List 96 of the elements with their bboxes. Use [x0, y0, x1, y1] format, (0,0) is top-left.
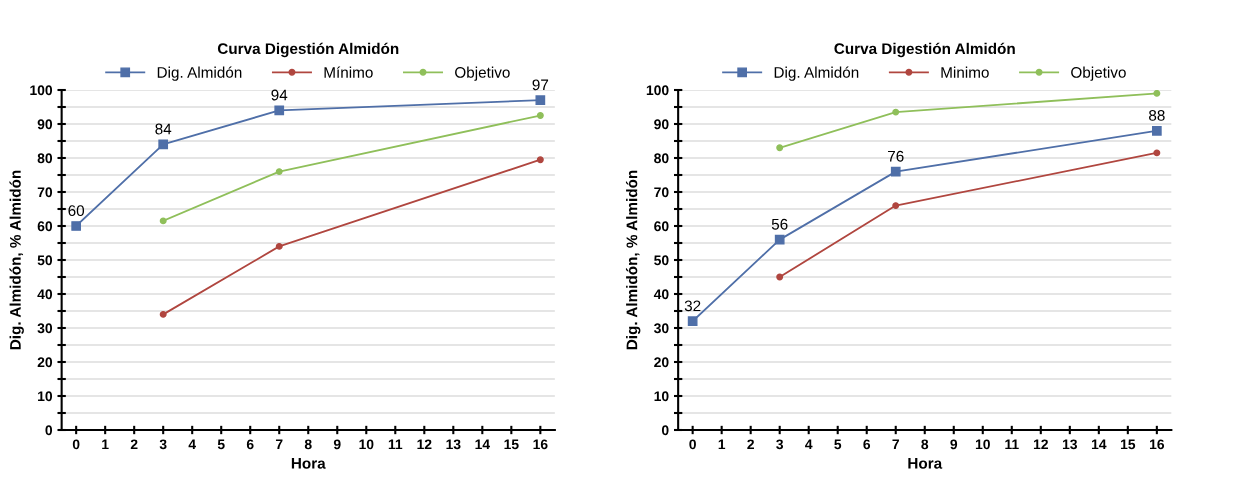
point	[1151, 125, 1162, 136]
x-tick-label: 13	[1062, 439, 1078, 450]
x-tick-label: 6	[863, 439, 871, 450]
x-tick-label: 5	[217, 439, 225, 450]
point	[890, 166, 901, 177]
x-tick-label: 16	[533, 439, 548, 450]
x-tick-label: 2	[130, 439, 138, 450]
legend-label: Objetivo	[455, 66, 510, 81]
x-tick-label: 12	[417, 439, 432, 450]
point	[892, 202, 900, 210]
y-tick-label: 90	[654, 119, 669, 130]
x-tick-label: 0	[72, 439, 80, 450]
x-tick-label: 11	[388, 439, 403, 450]
y-tick-label: 60	[37, 221, 53, 232]
x-tick-label: 15	[504, 439, 519, 450]
point	[1153, 149, 1161, 157]
y-tick-label: 70	[37, 187, 53, 198]
y-axis-title: Dig. Almidón, % Almidón	[9, 170, 24, 350]
y-tick-label: 80	[37, 153, 53, 164]
y-tick-label: 100	[646, 85, 669, 96]
point	[776, 273, 784, 281]
data-label: 32	[684, 300, 701, 312]
y-tick-label: 30	[37, 323, 53, 334]
legend-label: Dig. Almidón	[157, 66, 242, 81]
x-tick-label: 9	[950, 439, 958, 450]
x-tick-label: 4	[188, 439, 196, 450]
x-tick-label: 7	[892, 439, 899, 450]
y-tick-label: 80	[654, 153, 669, 164]
legend-label: Dig. Almidón	[774, 66, 859, 81]
y-tick-label: 30	[653, 323, 669, 334]
legend-label: Minimo	[941, 66, 989, 78]
chart-title: Curva Digestión Almidón	[217, 42, 399, 58]
y-tick-label: 40	[653, 289, 669, 300]
y-tick-label: 50	[37, 255, 53, 266]
point	[71, 221, 82, 231]
y-tick-label: 70	[654, 187, 669, 198]
chart-title: Curva Digestión Almidón	[834, 42, 1015, 58]
x-tick-label: 10	[359, 439, 374, 450]
data-label: 84	[155, 123, 172, 135]
x-tick-label: 8	[921, 439, 929, 450]
x-axis-title: Hora	[908, 458, 943, 469]
data-label: 97	[532, 79, 549, 91]
x-tick-label: 6	[246, 439, 254, 450]
point	[275, 168, 283, 176]
x-tick-label: 8	[304, 439, 312, 450]
x-tick-label: 16	[1150, 439, 1165, 450]
point	[274, 105, 285, 116]
x-axis-title: Hora	[291, 458, 326, 469]
point	[159, 217, 167, 225]
x-tick-label: 3	[159, 439, 167, 450]
y-tick-label: 0	[45, 425, 53, 436]
x-tick-label: 2	[747, 439, 754, 450]
x-tick-label: 3	[776, 439, 784, 450]
point	[275, 242, 283, 250]
x-tick-label: 9	[333, 439, 341, 450]
x-tick-label: 1	[718, 439, 726, 450]
y-tick-label: 100	[30, 85, 53, 96]
y-tick-label: 10	[654, 391, 669, 402]
y-tick-label: 20	[654, 357, 669, 368]
point	[776, 144, 784, 152]
x-tick-label: 14	[475, 439, 490, 450]
point	[158, 139, 169, 150]
x-tick-label: 13	[446, 439, 461, 450]
legend-label: Objetivo	[1071, 66, 1126, 81]
x-tick-label: 10	[975, 439, 990, 450]
data-label: 60	[68, 205, 85, 217]
data-label: 88	[1149, 110, 1165, 121]
y-tick-label: 90	[37, 119, 53, 130]
legend-label: Mínimo	[324, 66, 373, 78]
point	[1153, 90, 1161, 97]
x-tick-label: 11	[1005, 439, 1019, 450]
x-tick-label: 12	[1033, 439, 1048, 450]
x-tick-label: 7	[275, 439, 283, 450]
x-tick-label: 1	[102, 439, 109, 450]
y-tick-label: 50	[654, 255, 669, 266]
point	[159, 310, 167, 318]
data-label: 94	[271, 89, 288, 101]
point	[687, 316, 698, 327]
x-tick-label: 14	[1091, 439, 1107, 450]
y-tick-label: 60	[654, 221, 669, 232]
y-axis-title: Dig. Almidón, % Almidón	[625, 170, 641, 350]
x-tick-label: 0	[689, 439, 696, 450]
y-tick-label: 40	[37, 289, 53, 300]
x-tick-label: 5	[834, 439, 842, 450]
data-label: 56	[771, 218, 788, 230]
y-tick-label: 20	[37, 357, 53, 368]
point	[536, 112, 544, 119]
x-tick-label: 4	[805, 439, 813, 450]
point	[536, 156, 544, 164]
y-tick-label: 10	[38, 391, 53, 402]
x-tick-label: 15	[1120, 439, 1136, 450]
point	[535, 95, 546, 106]
point	[892, 108, 900, 116]
point	[774, 234, 785, 245]
y-tick-label: 0	[661, 425, 669, 436]
data-label: 76	[888, 150, 904, 162]
